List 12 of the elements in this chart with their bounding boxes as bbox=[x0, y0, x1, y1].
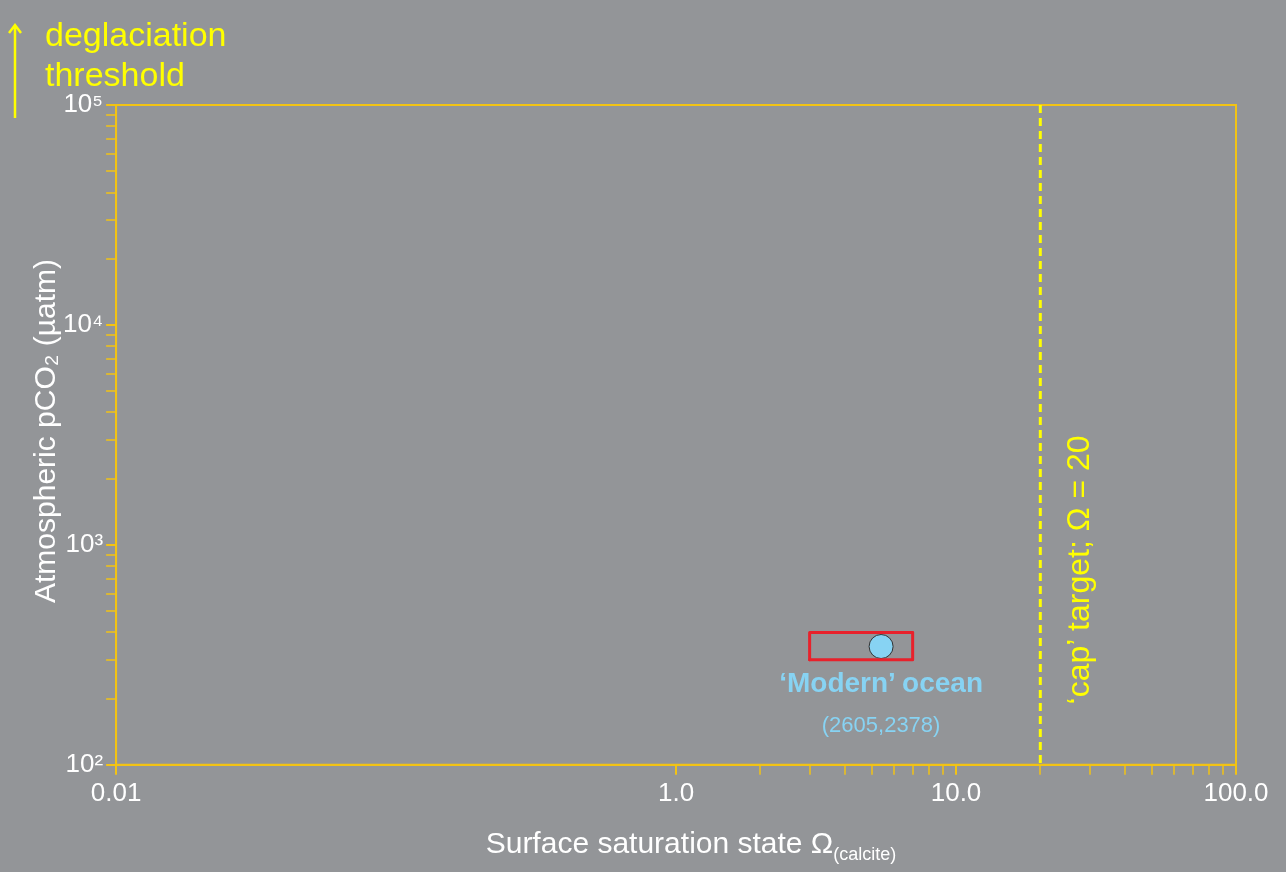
x-tick-label: 10.0 bbox=[930, 776, 982, 807]
annotation: ‘Modern’ ocean bbox=[779, 666, 984, 698]
y-tick-label: 10⁴ bbox=[63, 308, 104, 339]
x-tick-label: 0.01 bbox=[90, 776, 142, 807]
y-tick-label: 10³ bbox=[65, 528, 104, 559]
ref-line-label: ‘cap’ target; Ω = 20 bbox=[1060, 435, 1097, 705]
x-tick-label: 100.0 bbox=[1203, 776, 1269, 807]
y-axis-title: Atmospheric pCO₂ (µatm) bbox=[28, 258, 62, 604]
x-axis-title: Surface saturation state Ω$_{(calcite)}$ bbox=[485, 825, 897, 865]
y-tick-label: 10² bbox=[65, 747, 104, 778]
annotation: (2605,2378) bbox=[821, 711, 941, 737]
x-tick-label: 1.0 bbox=[657, 776, 695, 807]
